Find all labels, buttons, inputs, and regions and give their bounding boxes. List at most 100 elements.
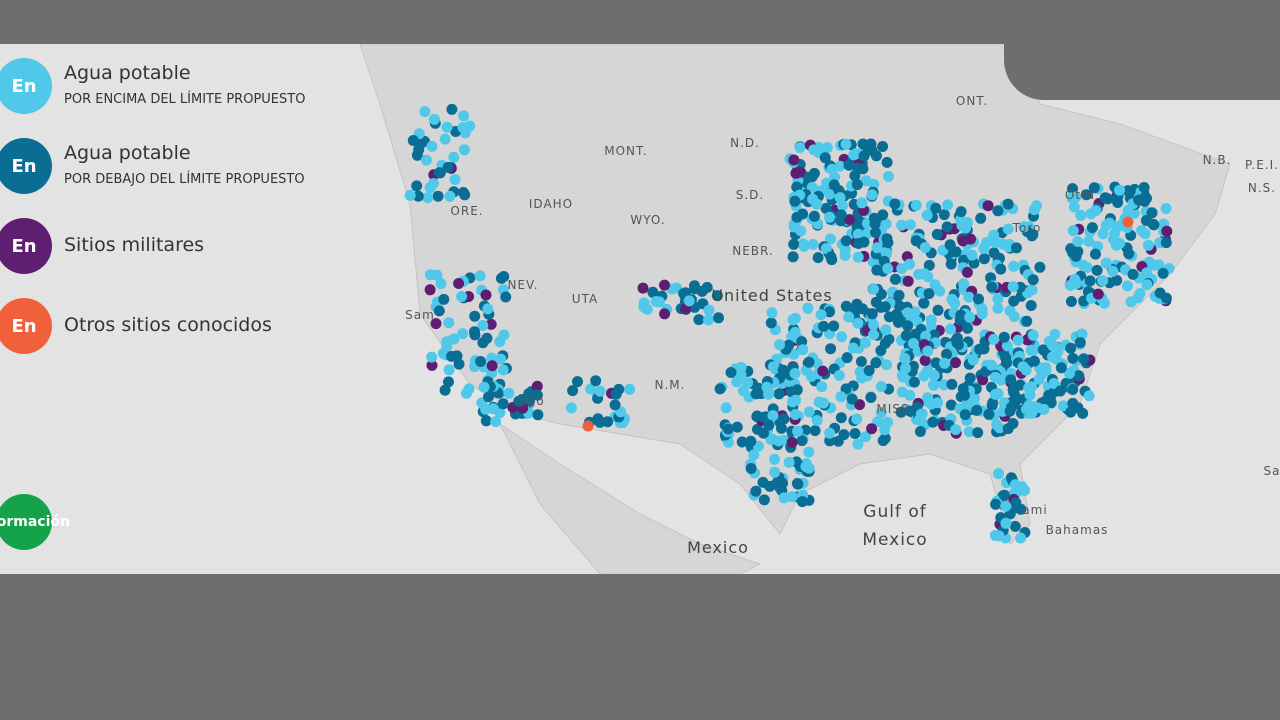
site-marker[interactable]: [828, 320, 840, 332]
site-marker[interactable]: [832, 435, 844, 447]
site-marker[interactable]: [900, 362, 911, 374]
site-marker[interactable]: [765, 317, 777, 329]
site-marker[interactable]: [825, 343, 837, 355]
site-marker[interactable]: [866, 308, 878, 320]
site-marker[interactable]: [836, 331, 848, 343]
site-marker[interactable]: [1134, 288, 1146, 299]
site-marker[interactable]: [1008, 295, 1020, 307]
site-marker[interactable]: [844, 214, 856, 226]
site-marker[interactable]: [852, 438, 864, 450]
site-marker[interactable]: [859, 337, 871, 349]
site-marker[interactable]: [857, 138, 869, 150]
site-marker[interactable]: [942, 199, 954, 211]
site-marker[interactable]: [500, 291, 512, 303]
site-marker[interactable]: [945, 323, 956, 335]
site-marker[interactable]: [881, 156, 893, 168]
site-marker[interactable]: [1107, 233, 1119, 245]
site-marker[interactable]: [426, 359, 438, 371]
site-marker[interactable]: [610, 388, 622, 400]
site-marker[interactable]: [1002, 241, 1014, 253]
site-marker[interactable]: [976, 303, 988, 315]
site-marker[interactable]: [879, 424, 891, 436]
site-marker[interactable]: [1001, 340, 1013, 352]
site-marker[interactable]: [720, 402, 732, 414]
site-marker[interactable]: [480, 289, 492, 301]
site-marker[interactable]: [835, 412, 847, 424]
site-marker[interactable]: [1011, 242, 1022, 254]
site-marker[interactable]: [441, 121, 453, 133]
site-marker[interactable]: [896, 219, 908, 231]
site-marker[interactable]: [915, 408, 927, 420]
site-marker[interactable]: [1092, 288, 1104, 300]
site-marker[interactable]: [1000, 517, 1012, 529]
site-marker[interactable]: [497, 364, 509, 376]
site-marker[interactable]: [821, 142, 833, 154]
site-marker[interactable]: [796, 435, 808, 447]
site-marker[interactable]: [833, 370, 845, 381]
site-marker[interactable]: [711, 290, 723, 302]
site-marker[interactable]: [991, 419, 1003, 431]
site-marker[interactable]: [532, 409, 544, 421]
site-marker[interactable]: [1015, 503, 1027, 515]
site-marker[interactable]: [1051, 342, 1063, 354]
site-marker[interactable]: [908, 376, 920, 388]
site-marker[interactable]: [919, 355, 931, 366]
site-marker[interactable]: [486, 360, 498, 372]
site-marker[interactable]: [931, 228, 943, 240]
site-marker[interactable]: [1026, 230, 1038, 242]
site-marker[interactable]: [852, 228, 864, 240]
site-marker[interactable]: [802, 302, 814, 314]
site-marker[interactable]: [816, 381, 828, 393]
site-marker[interactable]: [1078, 353, 1090, 365]
site-marker[interactable]: [899, 352, 911, 364]
site-marker[interactable]: [957, 383, 969, 395]
site-marker[interactable]: [902, 307, 914, 319]
site-marker[interactable]: [497, 398, 509, 410]
site-marker[interactable]: [683, 295, 695, 307]
site-marker[interactable]: [941, 221, 953, 233]
site-marker[interactable]: [1068, 201, 1080, 213]
site-marker[interactable]: [986, 281, 998, 293]
site-marker[interactable]: [1122, 216, 1134, 228]
site-marker[interactable]: [910, 235, 922, 247]
site-marker[interactable]: [879, 432, 891, 444]
site-marker[interactable]: [807, 193, 819, 205]
site-marker[interactable]: [1017, 361, 1029, 373]
site-marker[interactable]: [1123, 248, 1135, 260]
site-marker[interactable]: [889, 198, 901, 210]
site-marker[interactable]: [930, 202, 942, 214]
site-marker[interactable]: [971, 404, 983, 416]
site-marker[interactable]: [925, 398, 937, 410]
site-marker[interactable]: [992, 293, 1004, 305]
site-marker[interactable]: [495, 272, 507, 284]
site-marker[interactable]: [761, 381, 773, 393]
site-marker[interactable]: [442, 161, 454, 173]
site-marker[interactable]: [457, 328, 469, 340]
site-marker[interactable]: [875, 288, 887, 300]
site-marker[interactable]: [871, 242, 883, 254]
site-marker[interactable]: [854, 399, 866, 411]
site-marker[interactable]: [439, 384, 451, 396]
site-marker[interactable]: [1021, 315, 1033, 327]
site-marker[interactable]: [773, 388, 785, 400]
site-marker[interactable]: [808, 210, 820, 222]
site-marker[interactable]: [856, 197, 868, 209]
site-marker[interactable]: [773, 435, 785, 447]
site-marker[interactable]: [703, 304, 715, 316]
site-marker[interactable]: [800, 461, 812, 472]
site-marker[interactable]: [478, 381, 490, 393]
site-marker[interactable]: [852, 317, 864, 329]
site-marker[interactable]: [432, 190, 444, 202]
site-marker[interactable]: [960, 222, 971, 234]
site-marker[interactable]: [1065, 342, 1077, 354]
site-marker[interactable]: [927, 416, 939, 428]
site-marker[interactable]: [1067, 397, 1079, 409]
site-marker[interactable]: [487, 403, 499, 415]
site-marker[interactable]: [948, 295, 959, 307]
site-marker[interactable]: [439, 133, 451, 145]
site-marker[interactable]: [868, 319, 880, 331]
site-marker[interactable]: [796, 496, 808, 508]
site-marker[interactable]: [787, 251, 799, 263]
site-marker[interactable]: [1002, 223, 1014, 235]
site-marker[interactable]: [1084, 275, 1096, 287]
